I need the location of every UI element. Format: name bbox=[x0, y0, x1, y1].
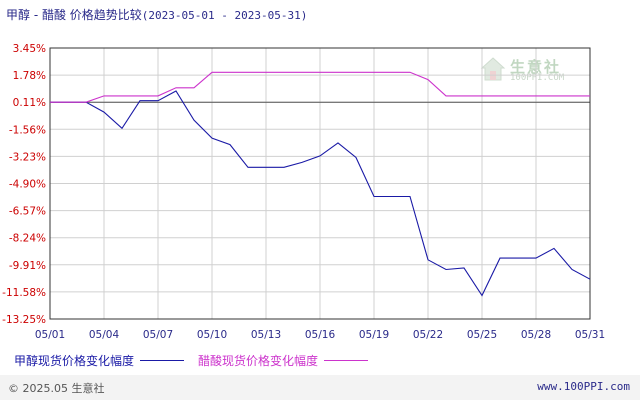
chart-date-range: (2023-05-01 - 2023-05-31) bbox=[141, 9, 308, 22]
x-tick-label: 05/31 bbox=[575, 329, 605, 341]
y-tick-label: -8.24% bbox=[9, 233, 46, 245]
series-line-acetic-acid bbox=[50, 71, 590, 103]
y-tick-label: 3.45% bbox=[13, 43, 46, 55]
x-tick-label: 05/19 bbox=[359, 329, 389, 341]
legend-item-methanol: 甲醇现货价格变化幅度 bbox=[14, 352, 185, 369]
legend-label-acetic-acid: 醋酸现货价格变化幅度 bbox=[198, 354, 319, 368]
x-tick-label: 05/16 bbox=[305, 329, 336, 341]
watermark-site: 100PPI.COM bbox=[510, 73, 565, 83]
x-tick-label: 05/01 bbox=[35, 329, 65, 341]
legend-swatch-methanol bbox=[140, 360, 185, 361]
y-tick-label: -9.91% bbox=[9, 260, 46, 272]
y-tick-label: -1.56% bbox=[9, 124, 46, 136]
series-line-methanol bbox=[50, 90, 591, 297]
y-tick-label: -6.57% bbox=[9, 206, 46, 218]
x-tick-label: 05/04 bbox=[89, 329, 120, 341]
y-tick-label: -11.58% bbox=[2, 287, 46, 299]
chart-title-text: 甲醇 - 醋酸 价格趋势比较 bbox=[6, 8, 142, 22]
watermark-brand: 生意社 bbox=[510, 58, 562, 76]
footer-copyright: © 2025.05 生意社 bbox=[8, 382, 105, 395]
x-tick-label: 05/28 bbox=[521, 329, 551, 341]
x-tick-label: 05/07 bbox=[143, 329, 173, 341]
y-tick-label: -4.90% bbox=[9, 179, 46, 191]
x-tick-label: 05/10 bbox=[197, 329, 227, 341]
y-tick-label: -13.25% bbox=[2, 314, 46, 326]
plot-frame bbox=[49, 47, 591, 320]
y-tick-label: 1.78% bbox=[13, 70, 46, 82]
footer-bar: © 2025.05 生意社 www.100PPI.com bbox=[0, 375, 640, 400]
legend-item-acetic-acid: 醋酸现货价格变化幅度 bbox=[198, 352, 369, 369]
x-tick-label: 05/22 bbox=[413, 329, 443, 341]
x-tick-label: 05/13 bbox=[251, 329, 281, 341]
y-tick-label: 0.11% bbox=[13, 97, 46, 109]
y-tick-label: -3.23% bbox=[9, 151, 46, 163]
footer-url[interactable]: www.100PPI.com bbox=[537, 380, 630, 393]
legend-swatch-acetic-acid bbox=[324, 360, 369, 361]
legend-label-methanol: 甲醇现货价格变化幅度 bbox=[14, 354, 135, 368]
chart-title: 甲醇 - 醋酸 价格趋势比较(2023-05-01 - 2023-05-31) bbox=[6, 6, 307, 23]
x-tick-label: 05/25 bbox=[467, 329, 497, 341]
